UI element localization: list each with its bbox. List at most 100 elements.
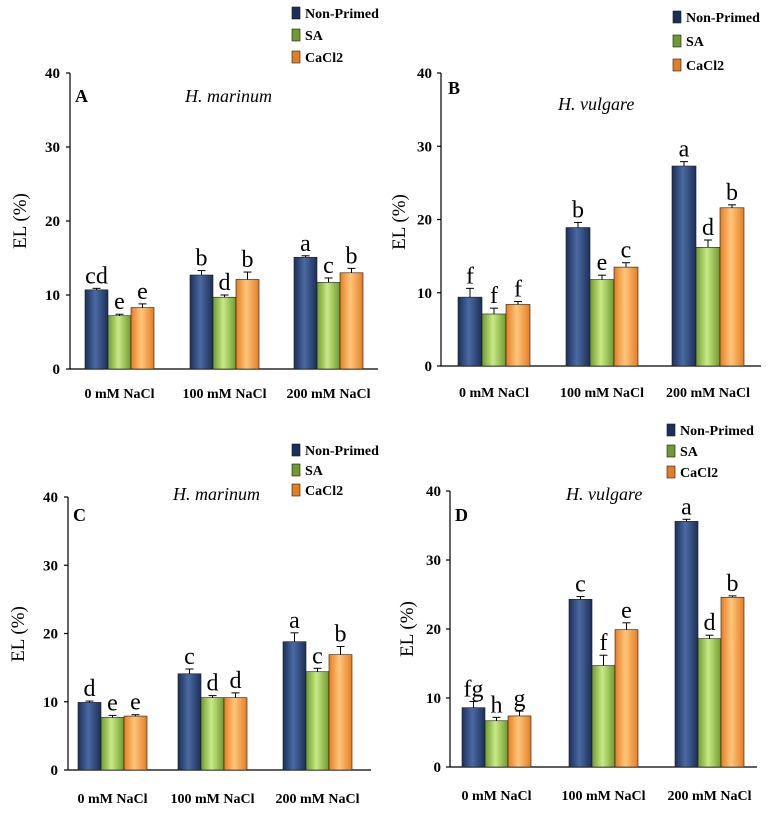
significance-letter: d — [84, 676, 96, 702]
y-axis-label: EL (%) — [10, 193, 31, 249]
y-tick-label: 20 — [45, 214, 60, 230]
bar-cacl2-2 — [613, 266, 639, 367]
y-tick-label: 0 — [51, 763, 59, 779]
legend-swatch-sa — [672, 34, 682, 48]
bar-cacl2-2 — [235, 279, 260, 370]
significance-letter: b — [572, 197, 584, 223]
significance-letter: a — [679, 137, 690, 163]
significance-letter: b — [726, 180, 738, 206]
bar-sa-3 — [316, 282, 341, 370]
bar-sa-3 — [305, 671, 330, 771]
significance-letter: f — [514, 277, 522, 303]
bar-nonprimed-3 — [293, 256, 318, 370]
y-axis-label: EL (%) — [8, 606, 29, 662]
bar-cacl2-3 — [719, 207, 745, 367]
bar-sa-1 — [484, 720, 509, 768]
x-tick-label: 0 mM NaCl — [459, 386, 529, 401]
significance-letter: g — [514, 686, 526, 712]
bar-sa-2 — [200, 697, 225, 771]
legend-swatch-nonprimed — [291, 443, 301, 457]
y-tick-label: 0 — [425, 359, 433, 375]
bar-sa-1 — [100, 717, 125, 771]
y-tick-label: 0 — [434, 760, 442, 776]
legend-swatch-sa — [291, 463, 301, 477]
significance-letter: f — [600, 630, 608, 656]
significance-letter: e — [130, 690, 141, 716]
bar-nonprimed-3 — [282, 641, 307, 771]
legend: Non-Primed SA CaCl2 — [291, 6, 379, 66]
y-tick-label: 10 — [426, 691, 441, 707]
significance-letter: f — [490, 283, 498, 309]
x-tick-label: 0 mM NaCl — [85, 387, 155, 402]
y-tick-label: 30 — [43, 558, 58, 574]
y-tick-label: 0 — [53, 362, 61, 378]
panel-d: 0 10 20 30 40 EL (%) D H. vulgare fgh g 0 mM NaCl c… — [397, 423, 757, 804]
legend-label-cacl2: CaCl2 — [686, 59, 724, 74]
significance-letter: d — [207, 671, 219, 697]
bar-nonprimed-1 — [77, 702, 102, 771]
x-tick-label: 100 mM NaCl — [171, 792, 255, 807]
y-tick-label: 40 — [417, 66, 432, 82]
bar-cacl2-3 — [328, 654, 353, 771]
significance-letter: e — [621, 598, 632, 624]
y-tick-label: 20 — [417, 213, 432, 229]
significance-letter: d — [704, 610, 716, 636]
significance-letter: d — [230, 668, 242, 694]
legend-label-sa: SA — [680, 445, 699, 460]
significance-letter: e — [114, 289, 125, 315]
y-tick-label: 40 — [45, 66, 60, 82]
legend-label-nonprimed: Non-Primed — [305, 444, 379, 459]
panel-title: H. vulgare — [565, 484, 642, 504]
y-tick-label: 20 — [43, 627, 58, 643]
legend-label-sa: SA — [305, 464, 324, 479]
legend-swatch-nonprimed — [666, 423, 676, 437]
significance-letter: e — [137, 279, 148, 305]
significance-letter: b — [346, 243, 358, 269]
x-tick-label: 100 mM NaCl — [562, 789, 646, 804]
significance-letter: b — [727, 571, 739, 597]
legend-swatch-nonprimed — [291, 6, 301, 20]
significance-letter: a — [289, 608, 300, 634]
significance-letter: d — [219, 270, 231, 296]
panel-title: H. marinum — [184, 86, 272, 106]
significance-letter: b — [335, 621, 347, 647]
panel-label: D — [455, 505, 468, 525]
bar-sa-1 — [107, 315, 132, 370]
legend-label-nonprimed: Non-Primed — [305, 7, 379, 22]
legend-swatch-nonprimed — [672, 10, 682, 24]
bar-nonprimed-1 — [461, 707, 486, 768]
panel-title: H. vulgare — [557, 94, 634, 114]
x-tick-label: 100 mM NaCl — [560, 386, 644, 401]
y-tick-label: 20 — [426, 622, 441, 638]
legend: Non-Primed SA CaCl2 — [666, 423, 754, 481]
legend-label-nonprimed: Non-Primed — [680, 424, 754, 439]
x-tick-label: 200 mM NaCl — [668, 789, 752, 804]
x-tick-label: 100 mM NaCl — [183, 387, 267, 402]
y-tick-label: 30 — [45, 140, 60, 156]
legend-label-sa: SA — [305, 29, 324, 44]
significance-letter: c — [323, 253, 334, 279]
y-axis-label: EL (%) — [389, 194, 410, 250]
bar-sa-2 — [591, 665, 616, 768]
bar-sa-2 — [589, 279, 615, 367]
y-tick-label: 40 — [426, 484, 441, 500]
legend-swatch-cacl2 — [291, 483, 301, 497]
significance-letter: a — [300, 231, 311, 257]
bar-sa-1 — [481, 313, 507, 367]
significance-letter: d — [702, 215, 714, 241]
panel-title: H. marinum — [172, 484, 260, 504]
bar-sa-3 — [695, 247, 721, 367]
y-axis-label: EL (%) — [397, 601, 418, 657]
bar-sa-3 — [697, 638, 722, 768]
y-tick-label: 10 — [417, 286, 432, 302]
legend-swatch-cacl2 — [291, 50, 301, 64]
bar-nonprimed-1 — [457, 296, 483, 367]
panel-label: B — [448, 78, 460, 98]
bar-cacl2-1 — [505, 304, 531, 367]
significance-letter: e — [597, 250, 608, 276]
legend-swatch-sa — [666, 444, 676, 458]
legend: Non-Primed SA CaCl2 — [291, 443, 379, 499]
